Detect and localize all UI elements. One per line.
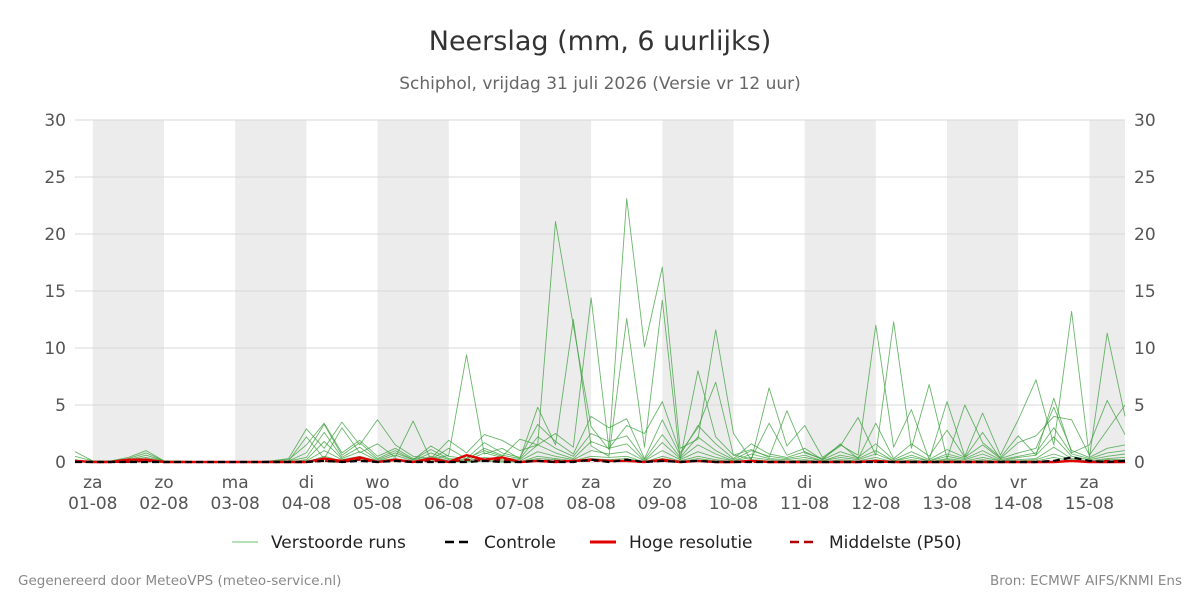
legend-label: Middelste (P50) (829, 533, 962, 553)
x-tick-date: 13-08 (922, 494, 971, 514)
series-lines (74, 198, 1126, 464)
y-tick-label-left: 15 (44, 282, 66, 302)
x-tick-day: di (299, 473, 315, 493)
x-tick-date: 05-08 (353, 494, 402, 514)
y-tick-label-right: 0 (1134, 453, 1145, 473)
y-tick-label-left: 0 (55, 453, 66, 473)
x-tick-day: wo (864, 473, 888, 493)
x-tick-date: 15-08 (1065, 494, 1114, 514)
legend: Verstoorde runs Controle Hoge resolutie Mid… (232, 533, 962, 553)
x-tick-day: di (797, 473, 813, 493)
x-tick-day: za (83, 473, 102, 493)
hires-series-line (74, 454, 1125, 464)
x-tick-day: ma (720, 473, 747, 493)
x-tick-date: 02-08 (139, 494, 188, 514)
x-tick-day: za (1080, 473, 1099, 493)
x-axis: za01-08zo02-08ma03-08di04-08wo05-08do06-… (68, 473, 1114, 514)
x-tick-date: 11-08 (780, 494, 829, 514)
x-tick-day: ma (222, 473, 249, 493)
y-tick-label-left: 20 (44, 225, 66, 245)
x-tick-day: za (581, 473, 600, 493)
x-tick-day: vr (511, 473, 528, 493)
x-tick-day: zo (653, 473, 672, 493)
x-tick-day: do (438, 473, 459, 493)
y-axis-right: 0 5 10 15 20 25 30 (1134, 111, 1156, 473)
x-tick-day: do (936, 473, 957, 493)
y-tick-label-right: 15 (1134, 282, 1156, 302)
chart-subtitle: Schiphol, vrijdag 31 juli 2026 (Versie v… (399, 74, 801, 94)
chart-title: Neerslag (mm, 6 uurlijks) (429, 26, 771, 57)
y-tick-label-right: 5 (1134, 396, 1145, 416)
footer-generated-by: Gegenereerd door MeteoVPS (meteo-service… (18, 573, 341, 589)
x-tick-date: 10-08 (709, 494, 758, 514)
x-tick-date: 03-08 (210, 494, 259, 514)
y-tick-label-right: 25 (1134, 168, 1156, 188)
x-tick-date: 06-08 (424, 494, 473, 514)
legend-label: Controle (484, 533, 556, 553)
y-tick-label-left: 10 (44, 339, 66, 359)
x-tick-date: 01-08 (68, 494, 117, 514)
x-tick-date: 07-08 (495, 494, 544, 514)
y-tick-label-left: 25 (44, 168, 66, 188)
x-tick-date: 09-08 (638, 494, 687, 514)
y-tick-label-left: 5 (55, 396, 66, 416)
x-tick-date: 12-08 (851, 494, 900, 514)
x-tick-day: vr (1010, 473, 1027, 493)
y-tick-label-right: 30 (1134, 111, 1156, 131)
legend-label: Hoge resolutie (629, 533, 753, 553)
x-tick-day: zo (154, 473, 173, 493)
y-axis-left: 0 5 10 15 20 25 30 (44, 111, 66, 473)
x-tick-date: 08-08 (566, 494, 615, 514)
footer-source: Bron: ECMWF AIFS/KNMI Ens (990, 573, 1182, 589)
x-tick-day: wo (365, 473, 389, 493)
y-tick-label-right: 10 (1134, 339, 1156, 359)
x-tick-date: 14-08 (994, 494, 1043, 514)
x-tick-date: 04-08 (282, 494, 331, 514)
y-tick-label-left: 30 (44, 111, 66, 131)
legend-label: Verstoorde runs (271, 533, 406, 553)
y-tick-label-right: 20 (1134, 225, 1156, 245)
